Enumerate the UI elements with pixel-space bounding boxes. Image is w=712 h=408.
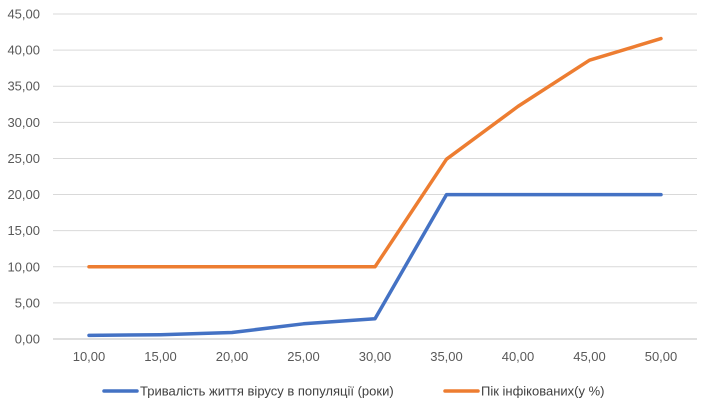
y-tick-label: 5,00	[15, 295, 40, 310]
x-tick-label: 50,00	[645, 349, 678, 364]
series-line-1	[87, 192, 663, 338]
y-tick-label: 30,00	[7, 115, 40, 130]
y-tick-label: 45,00	[7, 7, 40, 22]
series-line-2	[87, 36, 663, 269]
x-tick-label: 30,00	[359, 349, 392, 364]
y-tick-label: 40,00	[7, 43, 40, 58]
y-tick-label: 0,00	[15, 332, 40, 347]
legend-label-2: Пік інфікованих(у %)	[481, 384, 605, 399]
y-tick-label: 15,00	[7, 223, 40, 238]
legend: Тривалість життя вірусу в популяції (рок…	[102, 384, 605, 399]
gridlines	[53, 13, 697, 340]
x-tick-label: 10,00	[73, 349, 106, 364]
x-tick-label: 25,00	[287, 349, 320, 364]
x-tick-label: 15,00	[144, 349, 177, 364]
x-tick-label: 45,00	[573, 349, 606, 364]
y-tick-label: 35,00	[7, 79, 40, 94]
y-tick-label: 10,00	[7, 259, 40, 274]
x-tick-label: 40,00	[502, 349, 535, 364]
y-tick-label: 25,00	[7, 151, 40, 166]
y-axis-ticks: 0,00 5,00 10,00 15,00 20,00 25,00 30,00 35,00 40…	[7, 7, 40, 347]
x-tick-label: 35,00	[430, 349, 463, 364]
x-axis-ticks: 10,00 15,00 20,00 25,00 30,00 35,00 40,00 45,00…	[73, 349, 678, 364]
y-tick-label: 20,00	[7, 187, 40, 202]
series-lines	[87, 36, 663, 338]
x-tick-label: 20,00	[216, 349, 249, 364]
legend-label-1: Тривалість життя вірусу в популяції (рок…	[140, 384, 394, 399]
